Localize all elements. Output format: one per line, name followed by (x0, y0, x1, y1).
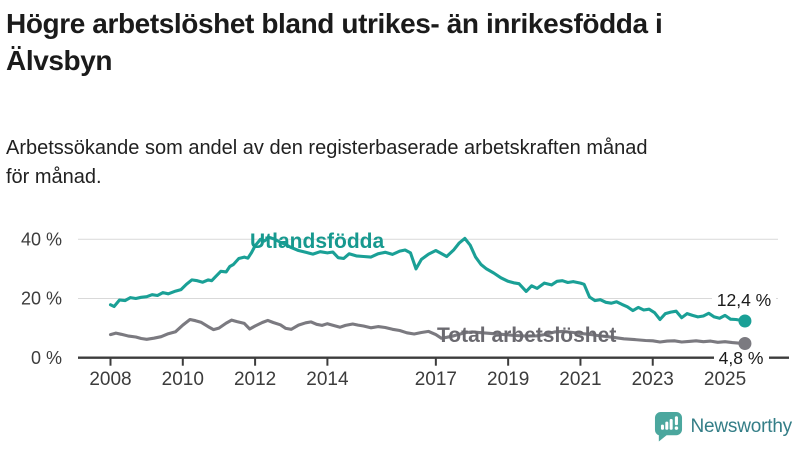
subtitle-line-2: för månad. (6, 166, 102, 188)
utlandsf-dda-line (108, 235, 747, 323)
total-arbetsl-shet-label: Total arbetslöshet (437, 324, 616, 347)
newsworthy-brand-text: Newsworthy (690, 415, 793, 437)
subtitle-line-1: Arbetssökande som andel av den registerb… (6, 137, 648, 159)
y-tick-label-40: 40 % (21, 230, 62, 250)
utlandsf-dda-end-label: 12,4 % (717, 290, 771, 310)
line-chart: 2008 2010 2012 2014 2017 2019 2021 2023 2025 0 % 2… (21, 230, 789, 390)
x-tick-label-2019: 2019 (487, 369, 529, 390)
total-arbetsl-shet-end-label-bg (714, 350, 769, 368)
x-tick-label-2017: 2017 (415, 369, 457, 390)
utlandsf-dda-end-label-bg (712, 290, 776, 310)
page-title: Högre arbetslöshet bland utrikes- än inr… (6, 5, 792, 79)
newsworthy-logo: Newsworthy (654, 411, 792, 442)
total-arbetsl-shet-line (108, 317, 747, 346)
x-tick-label-2012: 2012 (234, 369, 276, 390)
y-tick-label-0: 0 % (31, 348, 62, 368)
newsworthy-speech-bubble-bar-chart-icon (654, 412, 682, 442)
title-line-2: Älvsbyn (6, 45, 113, 76)
x-tick-label-2008: 2008 (89, 369, 131, 390)
x-tick-label-2025: 2025 (704, 369, 746, 390)
y-tick-label-20: 20 % (21, 289, 62, 309)
title-line-1: Högre arbetslöshet bland utrikes- än inr… (6, 8, 663, 39)
x-tick-label-2014: 2014 (306, 369, 349, 390)
chart-header: Högre arbetslöshet bland utrikes- än inr… (6, 5, 792, 79)
x-tick-label-2023: 2023 (632, 369, 674, 390)
total-arbetsl-shet-end-label: 4,8 % (719, 348, 764, 368)
utlandsf-dda-end-dot (738, 314, 752, 328)
x-tick-label-2021: 2021 (559, 369, 601, 390)
chart-subtitle: Arbetssökande som andel av den registerb… (6, 134, 760, 192)
x-tick-label-2010: 2010 (162, 369, 204, 390)
total-arbetsl-shet-end-dot (738, 336, 752, 350)
utlandsf-dda-label: Utlandsfödda (250, 230, 384, 253)
